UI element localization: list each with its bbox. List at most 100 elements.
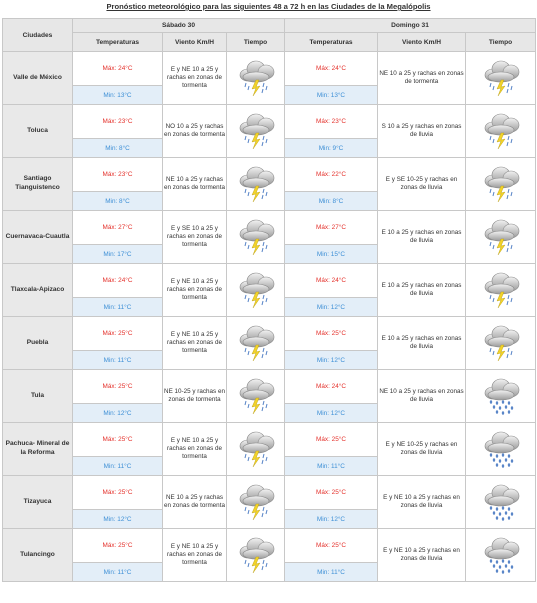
day2-weather — [464, 104, 537, 158]
day2-wind: S 10 a 25 y rachas en zonas de lluvia — [377, 104, 466, 158]
table-row: Tula Máx: 25°C NE 10-25 y rachas en zonas … — [2, 369, 537, 423]
day2-weather — [464, 369, 537, 423]
day1-max-temp: Máx: 25°C — [72, 475, 163, 510]
day1-max-temp: Máx: 25°C — [72, 422, 163, 457]
day1-weather — [226, 157, 285, 211]
day1-max-temp: Máx: 23°C — [72, 104, 163, 139]
day1-wind: E y SE 10 a 25 y rachas en zonas de torm… — [162, 210, 227, 264]
table-row: Santiago Tianguistenco Máx: 23°C NE 10 a 2… — [2, 157, 537, 211]
day2-header: Domingo 31 — [283, 18, 537, 33]
day1-weather — [226, 210, 285, 264]
day2-wind: E y SE 10-25 y rachas en zonas de lluvia — [377, 157, 466, 211]
table-row: Tizayuca Máx: 25°C NE 10 a 25 y rachas en … — [2, 475, 537, 529]
day1-min-temp: Min: 11°C — [72, 562, 163, 582]
rain-icon — [466, 429, 535, 469]
day1-min-temp: Min: 17°C — [72, 244, 163, 264]
day1-weather — [226, 475, 285, 529]
table-row: Min: 13°C Min: 13°C — [3, 85, 536, 105]
storm-icon — [227, 482, 284, 522]
day2-max-temp: Máx: 24°C — [284, 369, 378, 404]
storm-icon — [466, 58, 535, 98]
table-row: Puebla Máx: 25°C E y NE 10 a 25 y rachas e… — [2, 316, 537, 370]
day2-wind: E y NE 10 a 25 y rachas en zonas de lluv… — [377, 475, 466, 529]
table-row: Min: 11°C Min: 11°C — [3, 562, 536, 582]
rain-icon — [466, 482, 535, 522]
storm-icon — [227, 376, 284, 416]
table-row: Min: 11°C Min: 11°C — [3, 456, 536, 476]
day2-max-temp: Máx: 25°C — [284, 316, 378, 351]
table-row: Tlaxcala-Apizaco Máx: 24°C E y NE 10 a 25 … — [2, 263, 537, 317]
day2-max-temp: Máx: 23°C — [284, 104, 378, 139]
city-name: Toluca — [2, 104, 73, 158]
day1-wind-header: Viento Km/H — [162, 32, 227, 52]
day1-header: Sábado 30 — [72, 18, 285, 33]
city-name: Santiago Tianguistenco — [2, 157, 73, 211]
day2-min-temp: Min: 11°C — [284, 562, 378, 582]
day2-min-temp: Min: 12°C — [284, 509, 378, 529]
day2-wind: E 10 a 25 y rachas en zonas de lluvia — [377, 263, 466, 317]
day2-min-temp: Min: 12°C — [284, 297, 378, 317]
rain-icon — [466, 535, 535, 575]
day2-wind: E y NE 10 a 25 y rachas en zonas de lluv… — [377, 528, 466, 582]
table-row: Min: 11°C Min: 12°C — [3, 297, 536, 317]
storm-icon — [227, 217, 284, 257]
day2-min-temp: Min: 9°C — [284, 138, 378, 158]
storm-icon — [466, 111, 535, 151]
day2-min-temp: Min: 12°C — [284, 350, 378, 370]
city-name: Tizayuca — [2, 475, 73, 529]
day1-weather-header: Tiempo — [226, 32, 285, 52]
day2-min-temp: Min: 13°C — [284, 85, 378, 105]
day1-max-temp: Máx: 25°C — [72, 528, 163, 563]
rain-icon — [466, 376, 535, 416]
day1-min-temp: Min: 13°C — [72, 85, 163, 105]
table-row: Pachuca- Mineral de la Reforma Máx: 25°C E… — [2, 422, 537, 476]
day2-max-temp: Máx: 24°C — [284, 51, 378, 86]
day1-wind: E y NE 10 a 25 y rachas en zonas de torm… — [162, 316, 227, 370]
cities-header: Ciudades — [2, 18, 73, 52]
city-name: Valle de México — [2, 51, 73, 105]
storm-icon — [227, 58, 284, 98]
page-title: Pronóstico meteorológico para las siguie… — [106, 2, 431, 11]
day2-wind: E 10 a 25 y rachas en zonas de lluvia — [377, 316, 466, 370]
city-name: Puebla — [2, 316, 73, 370]
day2-min-temp: Min: 12°C — [284, 403, 378, 423]
day1-max-temp: Máx: 24°C — [72, 51, 163, 86]
storm-icon — [466, 270, 535, 310]
storm-icon — [227, 535, 284, 575]
day1-weather — [226, 528, 285, 582]
day2-weather — [464, 157, 537, 211]
storm-icon — [227, 270, 284, 310]
day1-max-temp: Máx: 25°C — [72, 369, 163, 404]
day2-max-temp: Máx: 25°C — [284, 475, 378, 510]
day1-wind: NE 10 a 25 y rachas en zonas de tormenta — [162, 475, 227, 529]
day1-max-temp: Máx: 25°C — [72, 316, 163, 351]
day2-temp-header: Temperaturas — [284, 32, 378, 52]
table-row: Min: 17°C Min: 15°C — [3, 244, 536, 264]
day1-max-temp: Máx: 27°C — [72, 210, 163, 245]
table-row: Tulancingo Máx: 25°C E y NE 10 a 25 y rach… — [2, 528, 537, 582]
day1-weather — [226, 422, 285, 476]
storm-icon — [227, 323, 284, 363]
day2-weather — [464, 528, 537, 582]
day2-wind: NE 10 a 25 y rachas en zonas de tormenta — [377, 51, 466, 105]
day1-min-temp: Min: 11°C — [72, 456, 163, 476]
day2-max-temp: Máx: 24°C — [284, 263, 378, 298]
storm-icon — [466, 164, 535, 204]
storm-icon — [466, 217, 535, 257]
day1-min-temp: Min: 12°C — [72, 403, 163, 423]
day1-min-temp: Min: 12°C — [72, 509, 163, 529]
day2-weather — [464, 51, 537, 105]
table-row: Toluca Máx: 23°C NO 10 a 25 y rachas en zo… — [2, 104, 537, 158]
storm-icon — [227, 164, 284, 204]
city-name: Tlaxcala-Apizaco — [2, 263, 73, 317]
day1-wind: E y NE 10 a 25 y rachas en zonas de torm… — [162, 528, 227, 582]
day2-max-temp: Máx: 25°C — [284, 528, 378, 563]
day2-wind: E y NE 10-25 y rachas en zonas de lluvia — [377, 422, 466, 476]
day2-min-temp: Min: 11°C — [284, 456, 378, 476]
day1-temp-header: Temperaturas — [72, 32, 163, 52]
storm-icon — [227, 111, 284, 151]
day1-min-temp: Min: 8°C — [72, 138, 163, 158]
day1-max-temp: Máx: 23°C — [72, 157, 163, 192]
table-row: Min: 8°C Min: 9°C — [3, 138, 536, 158]
day2-max-temp: Máx: 22°C — [284, 157, 378, 192]
